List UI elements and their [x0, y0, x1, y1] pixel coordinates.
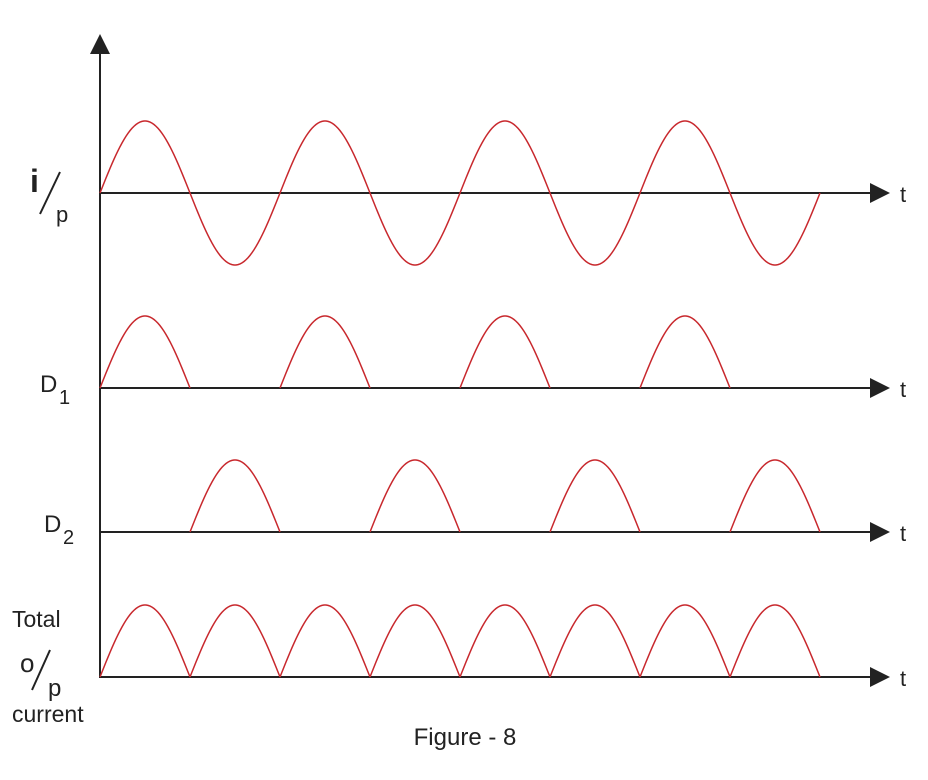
waveform	[639, 315, 731, 389]
waveform	[99, 604, 191, 678]
row-label: i	[30, 163, 39, 199]
waveform	[639, 604, 731, 678]
waveform	[459, 604, 551, 678]
waveform	[729, 459, 821, 533]
axis-arrow	[90, 34, 110, 54]
slash	[31, 649, 51, 691]
waveform	[279, 604, 371, 678]
axis-label: t	[900, 666, 906, 691]
waveform	[189, 604, 281, 678]
waveform	[459, 315, 551, 389]
row-label-sub: 2	[63, 527, 74, 549]
axis-label: t	[900, 377, 906, 402]
waveform	[99, 120, 821, 266]
row-label-sub: 1	[59, 387, 70, 409]
axis-arrow	[870, 378, 890, 398]
row-label: current	[12, 701, 84, 727]
row-label: D	[40, 371, 57, 398]
axis-label: t	[900, 182, 906, 207]
axis-label: t	[900, 521, 906, 546]
waveform	[729, 604, 821, 678]
axis-arrow	[870, 667, 890, 687]
waveform	[369, 459, 461, 533]
axis-arrow	[870, 183, 890, 203]
waveform	[369, 604, 461, 678]
row-label: p	[48, 675, 61, 702]
row-label: D	[44, 511, 61, 538]
slash	[39, 171, 61, 215]
waveform	[189, 459, 281, 533]
waveform	[549, 604, 641, 678]
waveform	[99, 315, 191, 389]
row-label: o	[20, 648, 34, 678]
row-label: p	[56, 202, 68, 227]
waveform	[279, 315, 371, 389]
caption: Figure - 8	[414, 724, 517, 751]
waveform	[549, 459, 641, 533]
row-label: Total	[12, 606, 61, 632]
axis-arrow	[870, 522, 890, 542]
